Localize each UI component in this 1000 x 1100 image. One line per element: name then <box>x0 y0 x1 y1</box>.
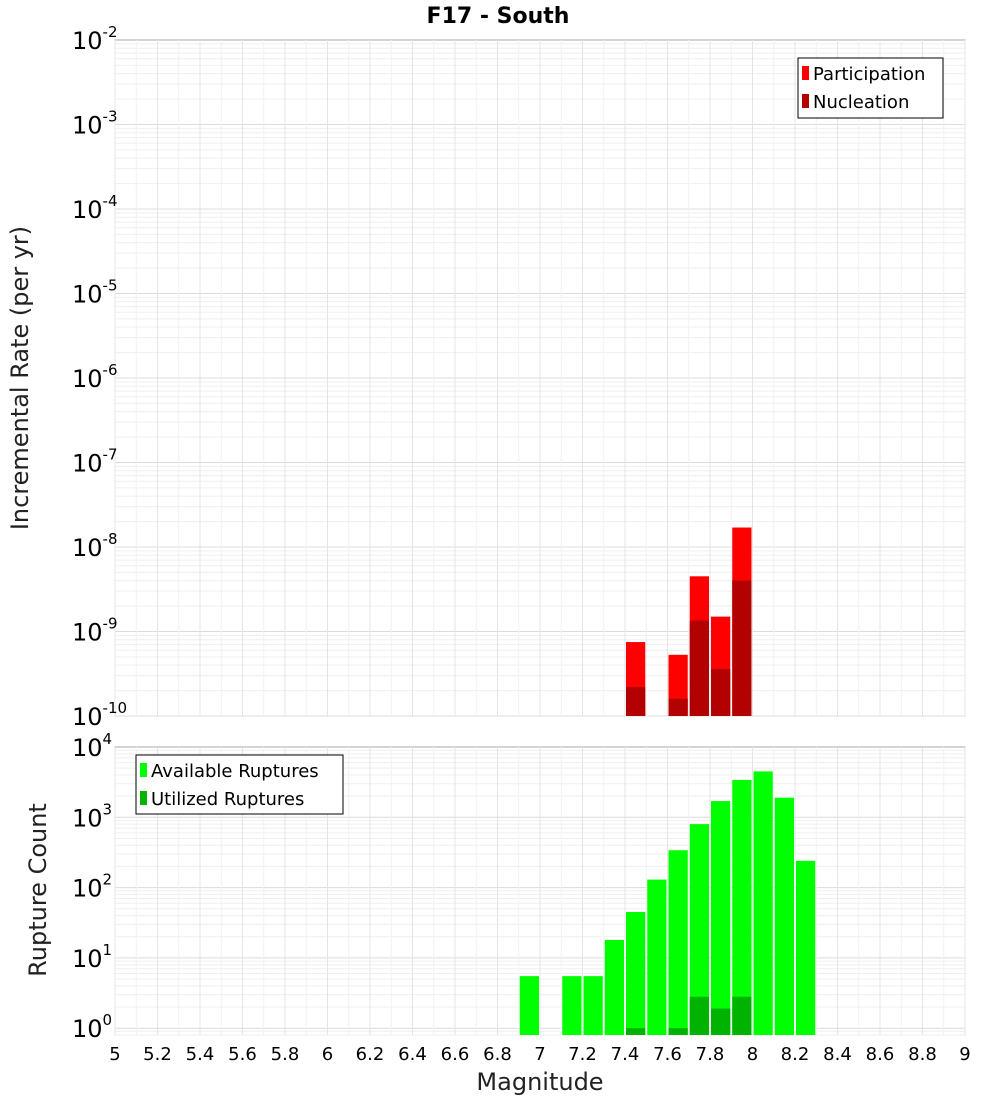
x-tick-label: 9 <box>959 1044 970 1065</box>
bottom-y-ticks: 104 103 102 101 100 <box>72 730 112 1043</box>
bar-utilized-ruptures <box>668 1028 688 1035</box>
y-tick-label: 10-9 <box>72 615 118 647</box>
bar-available-ruptures <box>604 939 624 1035</box>
y-tick-label: 10-2 <box>72 23 118 55</box>
legend-label-nucleation: Nucleation <box>813 92 909 113</box>
bar-available-ruptures <box>689 824 709 1035</box>
x-axis-label: Magnitude <box>476 1068 603 1096</box>
chart-title: F17 - South <box>427 4 570 29</box>
bar-available-ruptures <box>732 779 752 1035</box>
bottom-bars <box>519 771 816 1035</box>
top-bars <box>626 527 752 716</box>
legend-swatch-nucleation <box>802 94 809 108</box>
x-tick-label: 8.4 <box>823 1044 852 1065</box>
bar-nucleation <box>689 620 709 716</box>
y-tick-label: 100 <box>72 1011 112 1043</box>
bar-utilized-ruptures <box>732 996 752 1035</box>
y-tick-label: 10-6 <box>72 361 118 393</box>
y-tick-label: 10-8 <box>72 530 118 562</box>
bar-available-ruptures <box>796 860 816 1035</box>
y-tick-label: 102 <box>72 871 112 903</box>
bar-available-ruptures <box>626 911 646 1035</box>
top-legend: Participation Nucleation <box>797 57 944 119</box>
y-tick-label: 10-3 <box>72 108 118 140</box>
bar-available-ruptures <box>647 879 667 1035</box>
y-tick-label: 104 <box>72 730 112 762</box>
y-tick-label: 10-7 <box>72 446 118 478</box>
x-tick-label: 5.8 <box>271 1044 300 1065</box>
x-tick-label: 6.2 <box>356 1044 385 1065</box>
legend-swatch-utilized-ruptures <box>140 791 147 805</box>
x-tick-label: 7 <box>534 1044 545 1065</box>
bar-nucleation <box>711 668 731 716</box>
bar-nucleation <box>732 580 752 716</box>
bar-available-ruptures <box>774 797 794 1035</box>
x-tick-label: 8.6 <box>866 1044 895 1065</box>
x-tick-label: 5.6 <box>228 1044 257 1065</box>
top-y-axis-label: Incremental Rate (per yr) <box>6 226 34 530</box>
y-tick-label: 10-4 <box>72 192 118 224</box>
legend-label-available-ruptures: Available Ruptures <box>151 761 319 782</box>
top-legend-box <box>797 57 944 119</box>
x-tick-label: 7.4 <box>611 1044 640 1065</box>
x-tick-label: 8 <box>747 1044 758 1065</box>
y-tick-label: 103 <box>72 800 112 832</box>
top-y-ticks: 10-2 10-3 10-4 10-5 10-6 10-7 10-8 10-9 10-10 <box>72 23 127 731</box>
bar-nucleation <box>626 687 646 716</box>
legend-swatch-participation <box>802 66 809 80</box>
y-tick-label: 101 <box>72 941 112 973</box>
bar-available-ruptures <box>753 771 773 1035</box>
legend-label-participation: Participation <box>813 64 925 85</box>
top-grid <box>114 40 966 717</box>
x-tick-label: 7.2 <box>568 1044 597 1065</box>
y-tick-label: 10-5 <box>72 277 118 309</box>
bar-utilized-ruptures <box>626 1028 646 1035</box>
x-tick-label: 6.8 <box>483 1044 512 1065</box>
bar-available-ruptures <box>583 976 603 1035</box>
x-tick-label: 7.6 <box>653 1044 682 1065</box>
x-tick-label: 7.8 <box>696 1044 725 1065</box>
bottom-legend: Available Ruptures Utilized Ruptures <box>135 754 344 815</box>
bottom-legend-box <box>135 754 344 815</box>
bar-available-ruptures <box>668 850 688 1035</box>
x-tick-label: 6 <box>322 1044 333 1065</box>
x-tick-label: 8.2 <box>781 1044 810 1065</box>
bottom-y-axis-label: Rupture Count <box>24 803 52 977</box>
bar-available-ruptures <box>519 976 539 1035</box>
legend-swatch-available-ruptures <box>140 763 147 777</box>
bar-utilized-ruptures <box>711 1008 731 1035</box>
x-tick-label: 6.6 <box>441 1044 470 1065</box>
x-tick-label: 5.2 <box>143 1044 172 1065</box>
x-ticks: 5 5.2 5.4 5.6 5.8 6 6.2 6.4 6.6 6.8 7 7.2 7.4 7.6 7.8 8… <box>109 1044 970 1065</box>
x-tick-label: 8.8 <box>908 1044 937 1065</box>
x-tick-label: 6.4 <box>398 1044 427 1065</box>
bar-available-ruptures <box>711 801 731 1035</box>
legend-label-utilized-ruptures: Utilized Ruptures <box>151 789 304 810</box>
bar-nucleation <box>668 698 688 716</box>
x-tick-label: 5.4 <box>186 1044 215 1065</box>
x-tick-label: 5 <box>109 1044 120 1065</box>
y-tick-label: 10-10 <box>72 699 127 731</box>
bar-utilized-ruptures <box>689 996 709 1035</box>
bar-available-ruptures <box>562 976 582 1035</box>
